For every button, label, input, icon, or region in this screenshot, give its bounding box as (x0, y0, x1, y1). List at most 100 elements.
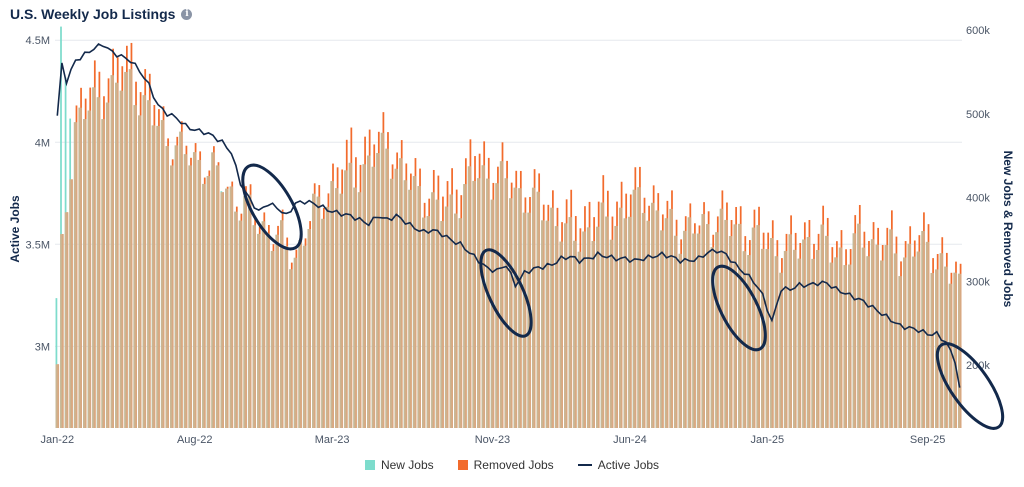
overlap-bar (591, 241, 595, 428)
overlap-bar (779, 272, 783, 428)
highlight-ellipse (711, 264, 767, 352)
overlap-bar (600, 202, 605, 428)
overlap-bar (573, 240, 577, 428)
overlap-bar (536, 191, 541, 428)
x-tick-label: Mar-23 (315, 434, 350, 446)
legend-item-new-jobs[interactable]: New Jobs (364, 458, 434, 472)
overlap-bar (183, 154, 188, 428)
overlap-bar (902, 257, 907, 428)
overlap-bar (678, 253, 683, 428)
overlap-bar (73, 122, 78, 428)
overlap-bar (215, 165, 220, 428)
overlap-bar (719, 208, 724, 428)
overlap-bar (733, 224, 737, 428)
x-tick-label: Sep-25 (910, 434, 945, 446)
overlap-bar (435, 199, 440, 428)
annotations (241, 163, 1005, 430)
overlap-bar (628, 216, 632, 428)
overlap-bar (422, 217, 426, 428)
overlap-bar (110, 75, 115, 428)
legend-label-active-jobs: Active Jobs (597, 458, 660, 472)
overlap-bar (605, 216, 609, 428)
overlap-bar (417, 186, 421, 428)
overlap-bar (788, 234, 792, 428)
overlap-bar (664, 218, 669, 428)
new-jobs-bar (60, 26, 62, 428)
overlap-bar (857, 223, 861, 428)
overlap-bar (811, 258, 815, 428)
overlap-bar (875, 244, 879, 428)
overlap-bar (119, 90, 124, 428)
overlap-bar (692, 233, 696, 428)
overlap-bar (385, 148, 389, 428)
left-tick-label: 4.5M (26, 35, 50, 47)
overlap-bar (728, 236, 733, 428)
overlap-bar (870, 239, 875, 428)
overlap-bar (504, 178, 508, 428)
info-icon[interactable]: i (181, 8, 193, 20)
overlap-bar (930, 272, 934, 428)
overlap-bar (115, 82, 119, 428)
legend-label-removed-jobs: Removed Jobs (473, 458, 554, 472)
x-tick-label: Nov-23 (475, 434, 510, 446)
overlap-bar (247, 194, 252, 428)
overlap-bar (577, 251, 582, 428)
overlap-bar (651, 202, 655, 428)
overlap-bar (907, 243, 912, 428)
overlap-bar (234, 211, 238, 428)
overlap-bar (486, 178, 490, 428)
overlap-bar (701, 214, 705, 428)
overlap-bar (829, 262, 834, 428)
legend-item-removed-jobs[interactable]: Removed Jobs (457, 458, 554, 472)
overlap-bar (293, 257, 298, 428)
overlap-bar (138, 115, 142, 428)
overlap-bar (953, 272, 957, 428)
overlap-bar (289, 269, 293, 428)
overlap-bar (793, 249, 797, 428)
overlap-bar (751, 227, 756, 428)
overlap-bar (128, 69, 133, 428)
overlap-bar (747, 255, 751, 428)
overlap-bar (756, 225, 760, 428)
overlap-bar (499, 161, 504, 428)
overlap-bar (160, 120, 165, 429)
overlap-bar (838, 247, 843, 428)
overlap-bar (770, 238, 774, 428)
overlap-bar (339, 193, 344, 428)
overlap-bar (802, 239, 806, 428)
overlap-bar (458, 218, 463, 428)
overlap-bar (898, 276, 902, 428)
active-jobs-line (56, 42, 961, 388)
overlap-bar (706, 224, 710, 428)
overlap-bar (376, 153, 380, 428)
overlap-bar (655, 210, 660, 428)
overlap-bar (151, 125, 156, 429)
overlap-bar (284, 246, 289, 428)
overlap-bar (64, 212, 69, 428)
overlap-bar (710, 247, 715, 428)
overlap-bar (582, 231, 586, 428)
overlap-bar (531, 187, 536, 428)
overlap-bar (550, 207, 554, 428)
overlap-bar (78, 107, 82, 428)
overlap-bar (742, 251, 747, 428)
overlap-bar (509, 198, 513, 428)
overlap-bar (257, 233, 261, 428)
bar-series (55, 26, 962, 429)
active-jobs-path (56, 42, 961, 388)
overlap-bar (490, 199, 495, 428)
highlight-ellipse (479, 248, 533, 338)
new-jobs-swatch (364, 460, 375, 470)
overlap-bar (564, 223, 568, 428)
legend: New Jobs Removed Jobs Active Jobs (0, 458, 1024, 472)
overlap-bar (344, 170, 348, 428)
x-tick-label: Jan-25 (750, 434, 784, 446)
overlap-bar (270, 250, 275, 428)
overlap-bar (948, 283, 953, 428)
overlap-bar (69, 179, 73, 428)
legend-item-active-jobs[interactable]: Active Jobs (577, 458, 660, 472)
overlap-bar (275, 234, 279, 428)
overlap-bar (541, 220, 545, 428)
overlap-bar (673, 235, 678, 428)
overlap-bar (646, 220, 650, 428)
